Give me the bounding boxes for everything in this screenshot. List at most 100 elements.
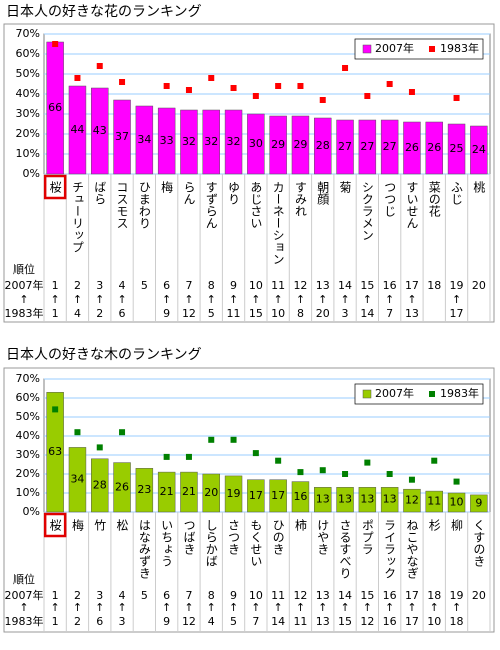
bar: [269, 479, 287, 513]
rank-arrow: ↑: [274, 293, 283, 306]
value-label: 33: [160, 134, 174, 147]
marker: [275, 83, 282, 89]
rank-1983: 6: [96, 615, 103, 628]
legend-swatch: [429, 391, 435, 397]
x-tick-label: ポプラ: [360, 519, 374, 555]
rank-2007: 19: [450, 589, 464, 602]
marker: [275, 457, 282, 464]
value-label: 26: [427, 141, 441, 154]
bar: [269, 115, 287, 175]
rank-arrow: ↑: [407, 293, 416, 306]
y-tick-label: 20%: [16, 467, 40, 480]
marker: [163, 453, 170, 460]
y-tick-label: 70%: [16, 372, 40, 385]
x-tick-label: つつじ: [383, 181, 397, 217]
marker: [208, 436, 215, 443]
x-tick-label: 梅: [70, 518, 84, 531]
rank-1983: 14: [360, 307, 374, 320]
rank-arrow: ↑: [430, 601, 439, 614]
x-tick-label: カーネーション: [271, 181, 285, 265]
rank-arrow: ↑: [407, 601, 416, 614]
marker: [364, 459, 371, 466]
rank-arrow: ↑: [251, 601, 260, 614]
value-label: 28: [93, 478, 107, 491]
x-tick-label: ライラック: [383, 519, 397, 579]
x-tick-label: あじさい: [249, 181, 263, 229]
rank-2007: 13: [316, 279, 330, 292]
marker: [119, 79, 126, 85]
rank-1983: 1: [52, 615, 59, 628]
bar: [358, 119, 377, 175]
rank-1983: 14: [271, 615, 285, 628]
value-label: 9: [475, 496, 482, 509]
rank-2007: 16: [383, 279, 397, 292]
rank-1983: 13: [316, 615, 330, 628]
rank-2007: 7: [185, 279, 192, 292]
rank-2007: 5: [141, 279, 148, 292]
rank-arrow: ↑: [207, 293, 216, 306]
y-tick-label: 0%: [23, 505, 40, 518]
rank-arrow: ↑: [95, 293, 104, 306]
rank-2007: 4: [119, 589, 126, 602]
rank-arrow: ↑: [452, 601, 461, 614]
legend-label: 1983年: [440, 386, 479, 400]
bar: [202, 109, 220, 175]
value-label: 24: [472, 143, 486, 156]
rank-1983-label: 1983年: [5, 306, 44, 320]
rank-arrow: ↑: [296, 601, 305, 614]
x-tick-label: 梅: [160, 180, 174, 193]
x-tick-label: 朝顔: [316, 181, 330, 206]
bar: [224, 109, 243, 175]
legend-swatch: [429, 46, 435, 52]
bar: [336, 487, 354, 513]
rank-1983: 2: [96, 307, 103, 320]
frame: [3, 367, 495, 633]
x-tick-label: らん: [182, 181, 196, 205]
y-tick-label: 50%: [16, 410, 40, 423]
x-tick-label: さつき: [227, 519, 241, 555]
value-label: 19: [227, 487, 241, 500]
y-tick-label: 30%: [16, 448, 40, 461]
rank-2007: 17: [405, 589, 419, 602]
rank-2007-label: 2007年: [5, 588, 44, 602]
rank-arrow: ↑: [73, 293, 82, 306]
x-tick-label: くすのき: [472, 519, 486, 567]
marker: [408, 89, 415, 95]
value-label: 43: [93, 124, 107, 137]
rank-2007: 11: [271, 279, 285, 292]
bar: [180, 109, 198, 175]
rank-2007: 14: [338, 279, 352, 292]
bar: [46, 392, 64, 513]
rank-2007: 7: [185, 589, 192, 602]
rank-2007: 19: [450, 279, 464, 292]
bar: [247, 479, 265, 513]
x-tick-label: けやき: [316, 519, 330, 555]
legend-label: 1983年: [440, 41, 479, 55]
value-label: 34: [137, 133, 151, 146]
rank-1983: 18: [450, 615, 464, 628]
legend-label: 2007年: [375, 41, 414, 55]
value-label: 20: [204, 486, 218, 499]
rank-2007: 16: [383, 589, 397, 602]
x-tick-label: ひまわり: [137, 181, 151, 229]
value-label: 66: [48, 101, 62, 114]
bar: [135, 105, 154, 175]
rank-arrow: ↑: [19, 601, 28, 614]
x-tick-label: チューリップ: [70, 181, 84, 253]
y-tick-label: 70%: [16, 27, 40, 40]
value-label: 44: [70, 123, 84, 136]
legend-swatch: [362, 389, 372, 399]
marker: [342, 471, 349, 477]
rank-arrow: ↑: [229, 293, 238, 306]
bar: [68, 85, 87, 175]
value-label: 30: [249, 137, 263, 150]
marker: [453, 478, 460, 485]
marker: [119, 429, 126, 436]
rank-arrow: ↑: [296, 293, 305, 306]
marker: [364, 93, 371, 99]
rank-2007: 2: [74, 589, 81, 602]
rank-1983: 13: [405, 307, 419, 320]
value-label: 27: [383, 140, 397, 153]
bar: [247, 113, 265, 175]
rank-arrow: ↑: [207, 601, 216, 614]
